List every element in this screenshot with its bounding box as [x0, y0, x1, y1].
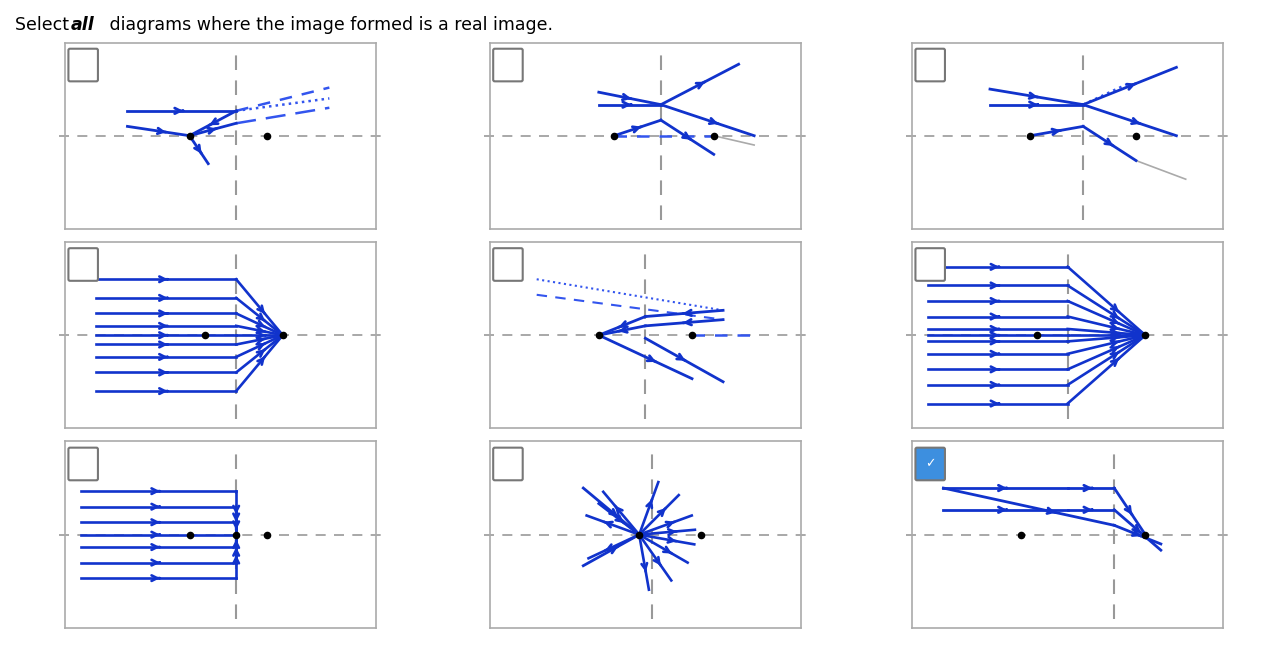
- FancyBboxPatch shape: [915, 249, 945, 281]
- Point: [1135, 330, 1155, 341]
- Point: [180, 530, 200, 540]
- Point: [1027, 330, 1047, 341]
- Point: [180, 130, 200, 141]
- Point: [273, 330, 293, 341]
- Point: [691, 530, 711, 540]
- Point: [1126, 130, 1146, 141]
- FancyBboxPatch shape: [493, 249, 522, 281]
- Text: diagrams where the image formed is a real image.: diagrams where the image formed is a rea…: [104, 16, 553, 35]
- Point: [629, 530, 649, 540]
- FancyBboxPatch shape: [68, 447, 98, 480]
- Text: all: all: [71, 16, 95, 35]
- FancyBboxPatch shape: [915, 48, 945, 81]
- FancyBboxPatch shape: [493, 48, 522, 81]
- FancyBboxPatch shape: [915, 447, 945, 480]
- Point: [605, 130, 625, 141]
- Point: [704, 130, 724, 141]
- Text: ✓: ✓: [924, 457, 936, 470]
- Point: [1011, 530, 1031, 540]
- Point: [226, 530, 246, 540]
- Point: [257, 530, 278, 540]
- Point: [588, 330, 609, 341]
- Point: [1021, 130, 1041, 141]
- FancyBboxPatch shape: [68, 249, 98, 281]
- FancyBboxPatch shape: [68, 48, 98, 81]
- Point: [682, 330, 702, 341]
- Text: Select: Select: [15, 16, 75, 35]
- Point: [257, 130, 278, 141]
- Point: [195, 330, 216, 341]
- Point: [1135, 530, 1155, 540]
- FancyBboxPatch shape: [493, 447, 522, 480]
